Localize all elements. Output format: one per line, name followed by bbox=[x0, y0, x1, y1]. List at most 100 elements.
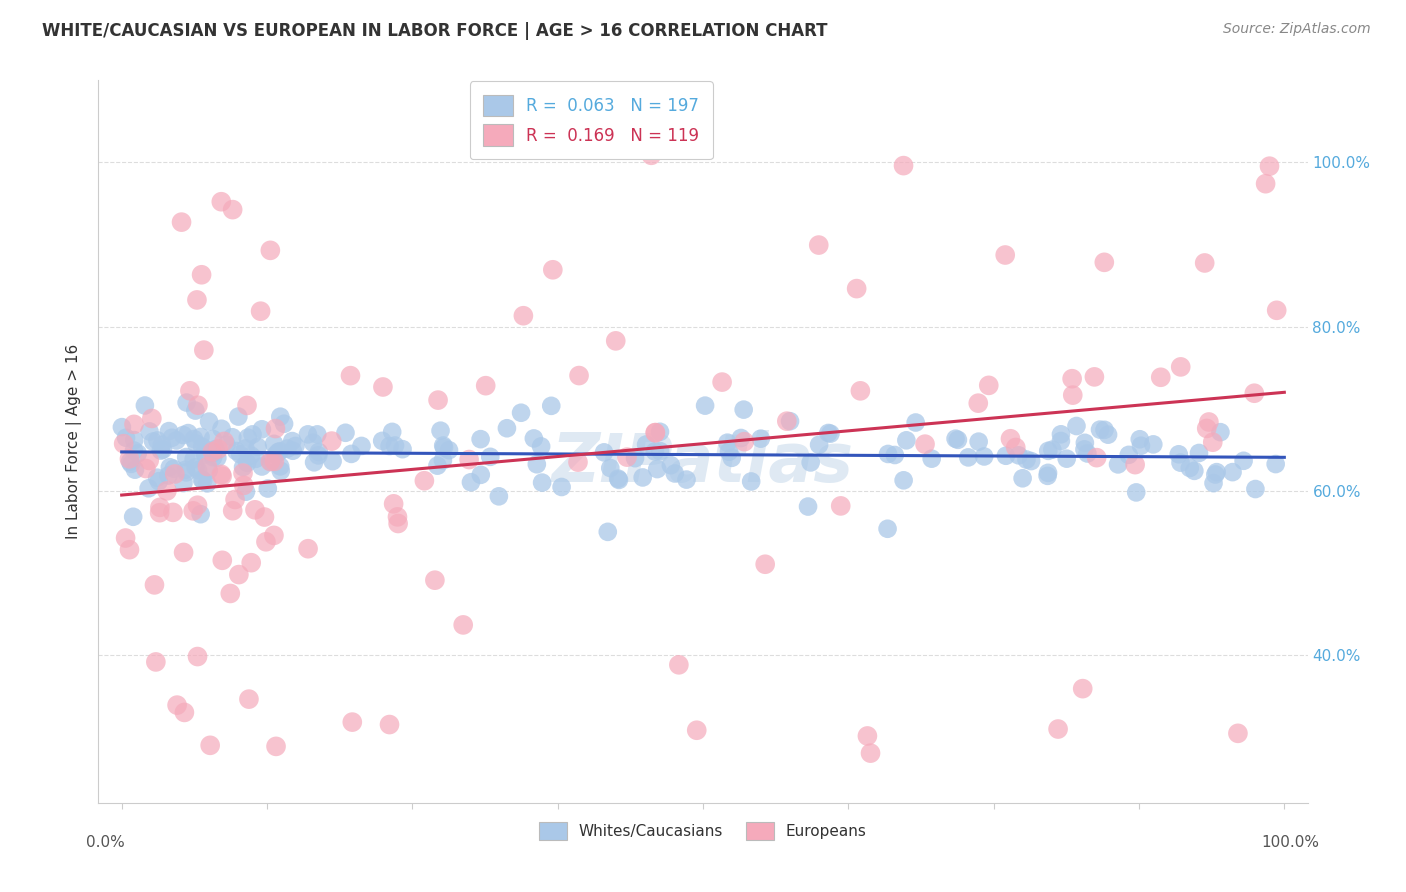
Point bbox=[1066, 419, 1088, 434]
Point bbox=[378, 439, 401, 453]
Point bbox=[1226, 726, 1249, 740]
Point bbox=[150, 438, 173, 452]
Point bbox=[297, 541, 319, 556]
Point bbox=[1097, 427, 1119, 442]
Point bbox=[111, 420, 134, 434]
Y-axis label: In Labor Force | Age > 16: In Labor Force | Age > 16 bbox=[66, 344, 83, 539]
Point bbox=[733, 434, 755, 449]
Point bbox=[994, 449, 1017, 463]
Point bbox=[269, 444, 291, 458]
Point bbox=[211, 469, 233, 483]
Point bbox=[849, 384, 872, 398]
Point bbox=[733, 402, 755, 417]
Point bbox=[800, 455, 823, 469]
Point bbox=[596, 524, 619, 539]
Point bbox=[236, 456, 259, 470]
Point bbox=[322, 454, 344, 468]
Text: 100.0%: 100.0% bbox=[1261, 835, 1320, 850]
Point bbox=[973, 450, 995, 464]
Point bbox=[644, 425, 666, 440]
Point bbox=[384, 438, 406, 452]
Point bbox=[451, 618, 474, 632]
Point bbox=[659, 458, 682, 473]
Point bbox=[259, 454, 281, 468]
Point bbox=[179, 384, 201, 398]
Point bbox=[197, 459, 219, 474]
Point bbox=[201, 432, 224, 446]
Point bbox=[749, 432, 772, 446]
Point bbox=[1094, 423, 1116, 437]
Point bbox=[187, 463, 209, 477]
Point bbox=[193, 474, 215, 488]
Point bbox=[807, 238, 830, 252]
Point bbox=[883, 448, 905, 462]
Point bbox=[138, 481, 160, 495]
Point bbox=[152, 442, 174, 457]
Point bbox=[224, 492, 246, 507]
Point bbox=[124, 463, 146, 477]
Point bbox=[1204, 467, 1226, 482]
Point bbox=[149, 506, 172, 520]
Point bbox=[172, 476, 194, 491]
Point bbox=[160, 431, 183, 445]
Point bbox=[381, 425, 404, 439]
Point bbox=[142, 434, 165, 449]
Point bbox=[1182, 464, 1205, 478]
Point bbox=[174, 463, 197, 477]
Point bbox=[190, 430, 212, 444]
Point bbox=[269, 459, 291, 474]
Point bbox=[540, 399, 562, 413]
Point bbox=[378, 717, 401, 731]
Point bbox=[267, 445, 290, 459]
Point bbox=[207, 442, 229, 456]
Point bbox=[183, 432, 205, 446]
Point bbox=[1170, 359, 1192, 374]
Text: WHITE/CAUCASIAN VS EUROPEAN IN LABOR FORCE | AGE > 16 CORRELATION CHART: WHITE/CAUCASIAN VS EUROPEAN IN LABOR FOR… bbox=[42, 22, 828, 40]
Point bbox=[138, 425, 160, 439]
Point bbox=[631, 470, 654, 484]
Point bbox=[904, 416, 927, 430]
Point bbox=[458, 452, 481, 467]
Point bbox=[510, 406, 533, 420]
Point bbox=[135, 461, 157, 475]
Point bbox=[616, 450, 638, 464]
Point bbox=[194, 446, 217, 460]
Point bbox=[945, 432, 967, 446]
Point bbox=[675, 473, 697, 487]
Point bbox=[994, 248, 1017, 262]
Point bbox=[460, 475, 482, 490]
Text: Source: ZipAtlas.com: Source: ZipAtlas.com bbox=[1223, 22, 1371, 37]
Point bbox=[165, 434, 187, 448]
Point bbox=[127, 446, 149, 460]
Point bbox=[201, 444, 224, 458]
Point bbox=[1202, 435, 1225, 450]
Point bbox=[1167, 447, 1189, 461]
Point bbox=[232, 478, 254, 492]
Point bbox=[648, 425, 671, 439]
Point bbox=[1232, 454, 1254, 468]
Point bbox=[479, 450, 502, 464]
Point bbox=[118, 542, 141, 557]
Point bbox=[118, 455, 141, 469]
Point bbox=[209, 467, 232, 482]
Point bbox=[321, 434, 343, 448]
Point bbox=[166, 698, 188, 712]
Point bbox=[718, 444, 741, 458]
Point bbox=[245, 451, 267, 466]
Point bbox=[470, 432, 492, 446]
Point bbox=[198, 415, 221, 429]
Point bbox=[432, 438, 454, 452]
Point bbox=[146, 434, 169, 448]
Point bbox=[1038, 443, 1060, 458]
Point bbox=[238, 692, 260, 706]
Point bbox=[215, 437, 238, 451]
Point bbox=[1050, 427, 1073, 442]
Point bbox=[1188, 446, 1211, 460]
Point bbox=[191, 440, 214, 454]
Point bbox=[1222, 465, 1244, 479]
Point bbox=[817, 425, 839, 440]
Point bbox=[664, 467, 686, 481]
Point bbox=[122, 509, 145, 524]
Point bbox=[141, 411, 163, 425]
Point bbox=[530, 439, 553, 453]
